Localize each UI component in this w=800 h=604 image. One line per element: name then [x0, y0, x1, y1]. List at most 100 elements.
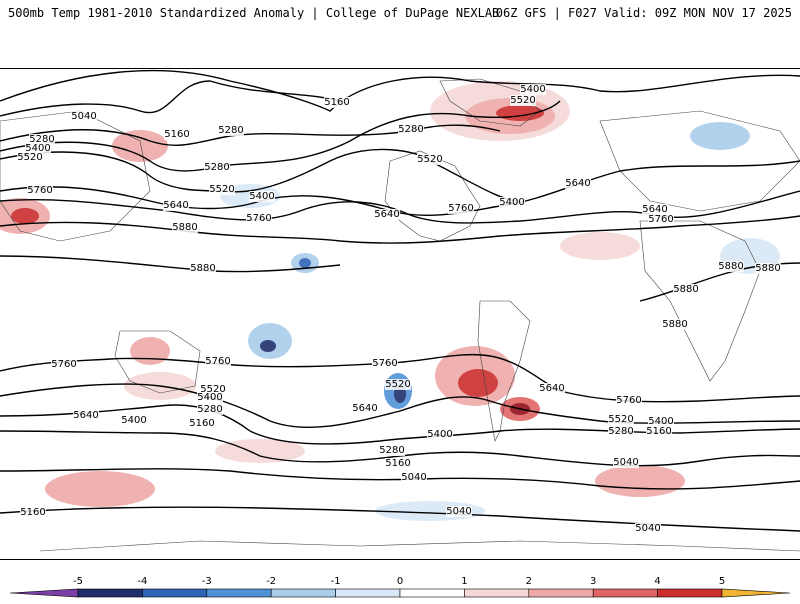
contour-label-bg [246, 213, 272, 224]
contour-label: 5040 [401, 472, 426, 483]
contour-label: 5760 [448, 203, 473, 214]
contour-label-bg [379, 445, 405, 456]
contour-label-bg [613, 457, 639, 468]
contour-label-bg [27, 185, 53, 196]
colorbar-segment [657, 588, 723, 598]
contour-label-bg [164, 129, 190, 140]
contour-label-bg [172, 222, 198, 233]
contour-label: 5640 [73, 410, 98, 421]
contour-label: 5520 [385, 379, 410, 390]
contour-label-bg [385, 458, 411, 469]
contour-label-bg [499, 197, 525, 208]
contour-label-bg [718, 261, 744, 272]
contour-label: 5520 [200, 384, 225, 395]
contour-label: 5400 [648, 416, 673, 427]
contour-label: 5520 [17, 152, 42, 163]
contour-label: 5280 [29, 134, 54, 145]
contour-label-bg [673, 284, 699, 295]
contour-label-bg [17, 152, 43, 163]
contour-label-bg [648, 416, 674, 427]
contour-label-bg [209, 184, 235, 195]
anomaly-warm-blob [215, 439, 305, 463]
contour-label: 5400 [197, 392, 222, 403]
contour-label: 5400 [249, 191, 274, 202]
contour-label-bg [372, 358, 398, 369]
contour-label-bg [163, 200, 189, 211]
contour-label-bg [205, 356, 231, 367]
colorbar-extend-low [9, 588, 79, 598]
anomaly-cold-core [260, 340, 276, 352]
contour-label-bg [616, 395, 642, 406]
contour-label-bg [204, 162, 230, 173]
contour-label: 5760 [616, 395, 641, 406]
contour-label: 5640 [539, 383, 564, 394]
contour-label-bg [565, 178, 591, 189]
anomaly-cold-core [299, 258, 311, 268]
anomaly-cold-blob [690, 122, 750, 150]
colorbar-tick-label: 4 [654, 576, 660, 587]
contour-label: 5160 [646, 426, 671, 437]
colorbar-tick-label: -1 [331, 576, 341, 587]
contour-label-bg [29, 134, 55, 145]
colorbar-tick-label: 5 [719, 576, 725, 587]
contour-label: 5280 [197, 404, 222, 415]
contour-label: 5640 [565, 178, 590, 189]
contour-label-bg [352, 403, 378, 414]
contour-label: 5640 [352, 403, 377, 414]
contour-label: 5760 [246, 213, 271, 224]
contour-label-bg [20, 507, 46, 518]
contour-label-bg [427, 429, 453, 440]
contour-label: 5160 [189, 418, 214, 429]
contour-label-bg [448, 203, 474, 214]
contour-label: 5880 [718, 261, 743, 272]
colorbar-ticks: -5 -4 -3 -2 -1 0 1 2 3 4 5 [73, 576, 725, 587]
contour-label-bg [197, 392, 223, 403]
contour-label-bg [417, 154, 443, 165]
contour-label: 5760 [372, 358, 397, 369]
contour-label-bg [121, 415, 147, 426]
contour-label: 5160 [385, 458, 410, 469]
contour-label-bg [51, 359, 77, 370]
contour-label-bg [510, 95, 536, 106]
model-run-info: 06Z GFS | F027 Valid: 09Z MON NOV 17 202… [495, 6, 792, 20]
contour-label-bg [249, 191, 275, 202]
contour-label: 5280 [379, 445, 404, 456]
colorbar-tick-label: -4 [137, 576, 147, 587]
contour-label-bg [398, 124, 424, 135]
contour-label-bg [635, 523, 661, 534]
coastlines [0, 78, 800, 552]
anomaly-warm-blob [112, 130, 168, 162]
contour-label-bg [190, 263, 216, 274]
contour-label: 5160 [20, 507, 45, 518]
colorbar-segment [77, 588, 143, 598]
contour-label-bg [25, 143, 51, 154]
contour-label-bg [642, 204, 668, 215]
colorbar-tick-label: 2 [526, 576, 532, 587]
contour-label: 5400 [427, 429, 452, 440]
colorbar-extend-high [721, 588, 791, 598]
anomaly-warm-blob [560, 232, 640, 260]
contour-label-bg [385, 379, 411, 390]
anomaly-warm-blob [130, 337, 170, 365]
contour-label-bg [608, 414, 634, 425]
contour-label-bg [189, 418, 215, 429]
colorbar-segment [592, 588, 658, 598]
contour-label: 5400 [25, 143, 50, 154]
colorbar-segment [335, 588, 401, 598]
anomaly-warm-blob [595, 465, 685, 497]
contour-label: 5760 [205, 356, 230, 367]
contour-label: 5760 [51, 359, 76, 370]
contour-label-bg [539, 383, 565, 394]
colorbar-tick-label: 3 [590, 576, 596, 587]
colorbar-segment [142, 588, 208, 598]
contour-label: 5880 [662, 319, 687, 330]
contour-label-bg [646, 426, 672, 437]
header: 500mb Temp 1981-2010 Standardized Anomal… [0, 0, 800, 30]
contour-label: 5880 [673, 284, 698, 295]
contour-label-bg [73, 410, 99, 421]
contour-label-bg [71, 111, 97, 122]
contour-label: 5280 [204, 162, 229, 173]
colorbar: -5 -4 -3 -2 -1 0 1 2 3 4 5 [0, 570, 800, 600]
contour-label: 5880 [172, 222, 197, 233]
